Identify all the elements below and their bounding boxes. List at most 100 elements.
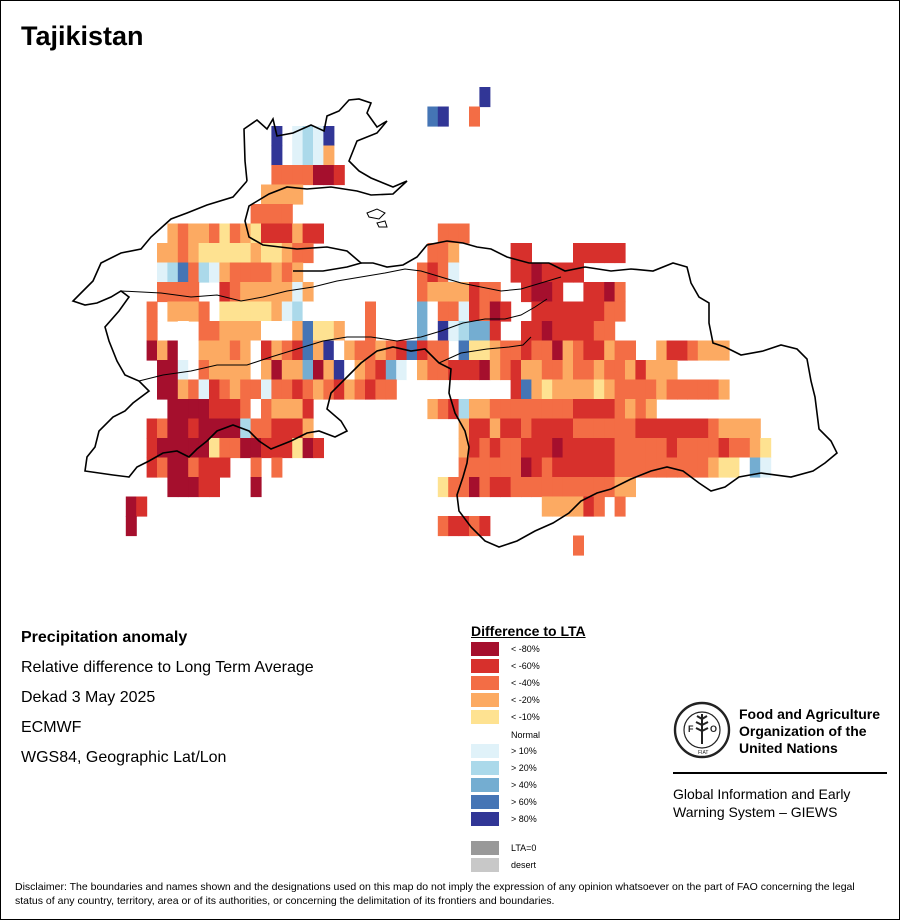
anomaly-cell (687, 457, 699, 478)
anomaly-cell (292, 340, 304, 361)
anomaly-cell (365, 321, 376, 342)
anomaly-cell (375, 379, 387, 400)
legend-item: > 60% (471, 795, 537, 809)
anomaly-cell (469, 321, 480, 342)
anomaly-cell (437, 106, 449, 127)
anomaly-cell (365, 360, 376, 381)
anomaly-cell (313, 438, 324, 459)
anomaly-cell (687, 379, 699, 400)
anomaly-cell (458, 457, 470, 478)
legend-swatch (471, 676, 499, 690)
anomaly-cell (656, 438, 668, 459)
anomaly-cell (614, 496, 626, 517)
anomaly-cell (229, 321, 241, 342)
anomaly-cell (500, 360, 512, 381)
anomaly-cell (188, 243, 200, 264)
anomaly-cell (198, 438, 210, 459)
anomaly-cell (645, 418, 657, 439)
anomaly-cell (739, 438, 751, 459)
anomaly-cell (677, 457, 688, 478)
anomaly-cell (157, 282, 168, 303)
anomaly-cell (219, 340, 231, 361)
anomaly-cell (292, 399, 304, 420)
anomaly-cell (219, 243, 231, 264)
anomaly-cell (749, 418, 761, 439)
anomaly-cell (281, 223, 293, 244)
anomaly-cell (302, 165, 314, 186)
anomaly-cell (240, 243, 252, 264)
anomaly-cell (427, 262, 439, 283)
anomaly-cell (437, 340, 449, 361)
legend-swatch (471, 795, 499, 809)
anomaly-cell (333, 360, 345, 381)
anomaly-cell (614, 360, 626, 381)
anomaly-cell (167, 477, 179, 498)
anomaly-cell (708, 340, 720, 361)
anomaly-cell (281, 301, 293, 322)
anomaly-cell (541, 438, 553, 459)
anomaly-cell (604, 477, 616, 498)
anomaly-cell (146, 457, 158, 478)
anomaly-cell (500, 340, 512, 361)
anomaly-cell (157, 438, 168, 459)
anomaly-cell (344, 340, 356, 361)
anomaly-cell (365, 301, 376, 322)
anomaly-cell (209, 360, 220, 381)
anomaly-cell (219, 379, 231, 400)
anomaly-cell (198, 340, 210, 361)
anomaly-cell (323, 165, 335, 186)
anomaly-cell (562, 321, 574, 342)
anomaly-cell (261, 301, 272, 322)
anomaly-cell (552, 321, 564, 342)
anomaly-cell (583, 457, 595, 478)
anomaly-cell (292, 321, 304, 342)
anomaly-cell (302, 301, 314, 322)
anomaly-cell (635, 399, 647, 420)
anomaly-cell (500, 477, 512, 498)
anomaly-cell (250, 418, 262, 439)
anomaly-cell (479, 87, 491, 108)
anomaly-cell (261, 184, 272, 205)
anomaly-cell (281, 399, 293, 420)
legend-label: Normal (511, 730, 541, 740)
anomaly-cell (271, 223, 283, 244)
anomaly-cell (583, 418, 595, 439)
anomaly-cell (479, 321, 491, 342)
anomaly-cell (552, 282, 564, 303)
anomaly-cell (677, 418, 688, 439)
anomaly-cell (510, 457, 522, 478)
anomaly-cell (500, 438, 512, 459)
anomaly-cell (552, 262, 564, 283)
anomaly-cell (240, 282, 252, 303)
anomaly-cell (219, 438, 231, 459)
region-boundary-2 (138, 298, 548, 382)
anomaly-cell (188, 282, 200, 303)
legend-label: > 20% (511, 763, 537, 773)
anomaly-cell (240, 321, 252, 342)
anomaly-cell (271, 262, 283, 283)
anomaly-cell (209, 262, 220, 283)
anomaly-cell (604, 340, 616, 361)
anomaly-cell (146, 438, 158, 459)
anomaly-cell (573, 496, 584, 517)
anomaly-cell (541, 457, 553, 478)
anomaly-cell (448, 321, 460, 342)
anomaly-cell (406, 360, 418, 381)
anomaly-cell (614, 301, 626, 322)
anomaly-cell (437, 516, 449, 537)
anomaly-cell (281, 243, 293, 264)
anomaly-cell (448, 262, 460, 283)
anomaly-cell (604, 379, 616, 400)
legend-title: Difference to LTA (471, 623, 586, 639)
anomaly-cell (427, 106, 439, 127)
anomaly-cell (261, 282, 272, 303)
anomaly-cell (666, 360, 678, 381)
anomaly-cell (240, 399, 252, 420)
anomaly-cell (583, 321, 595, 342)
anomaly-cell (427, 360, 439, 381)
anomaly-cell (541, 379, 553, 400)
anomaly-cell (250, 360, 262, 381)
anomaly-cell (271, 165, 283, 186)
anomaly-cell (573, 321, 584, 342)
